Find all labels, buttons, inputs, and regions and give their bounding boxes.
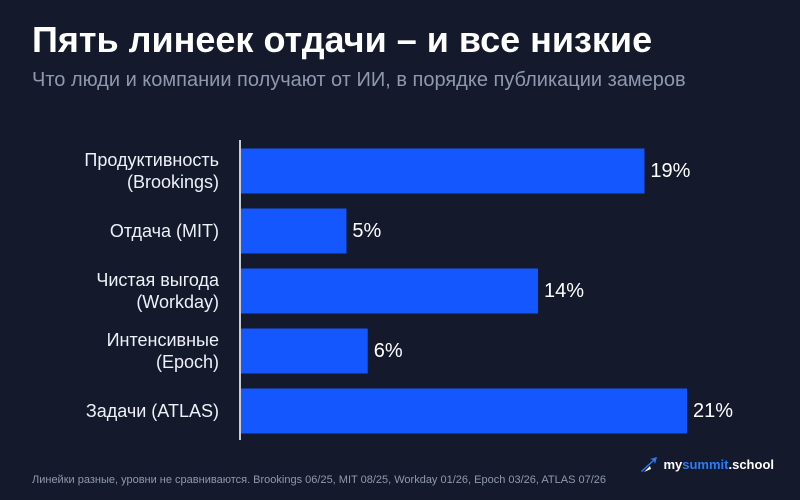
page-subtitle: Что люди и компании получают от ИИ, в по… xyxy=(32,69,686,91)
bar-value-label: 5% xyxy=(352,220,381,242)
bar xyxy=(240,148,645,194)
bar xyxy=(240,388,687,434)
category-label: Интенсивные (Epoch) xyxy=(107,330,219,372)
bar xyxy=(240,328,368,374)
chart-footnote: Линейки разные, уровни не сравниваются. … xyxy=(32,474,607,486)
bar xyxy=(240,268,538,314)
bar xyxy=(240,208,347,254)
bar-value-label: 6% xyxy=(374,340,403,362)
brand-arrow-icon xyxy=(641,457,658,472)
page-title: Пять линеек отдачи – и все низкие xyxy=(32,19,653,60)
bar-value-label: 19% xyxy=(650,160,690,182)
category-label: Задачи (ATLAS) xyxy=(86,401,219,421)
category-label: Продуктивность (Brookings) xyxy=(84,150,219,192)
bar-value-label: 21% xyxy=(693,400,733,422)
brand-logo: mysummit.school xyxy=(639,456,774,474)
category-label: Чистая выгода (Workday) xyxy=(96,270,220,312)
bar-value-label: 14% xyxy=(544,280,584,302)
category-label: Отдача (MIT) xyxy=(110,221,219,241)
brand-name: mysummit.school xyxy=(663,457,774,472)
